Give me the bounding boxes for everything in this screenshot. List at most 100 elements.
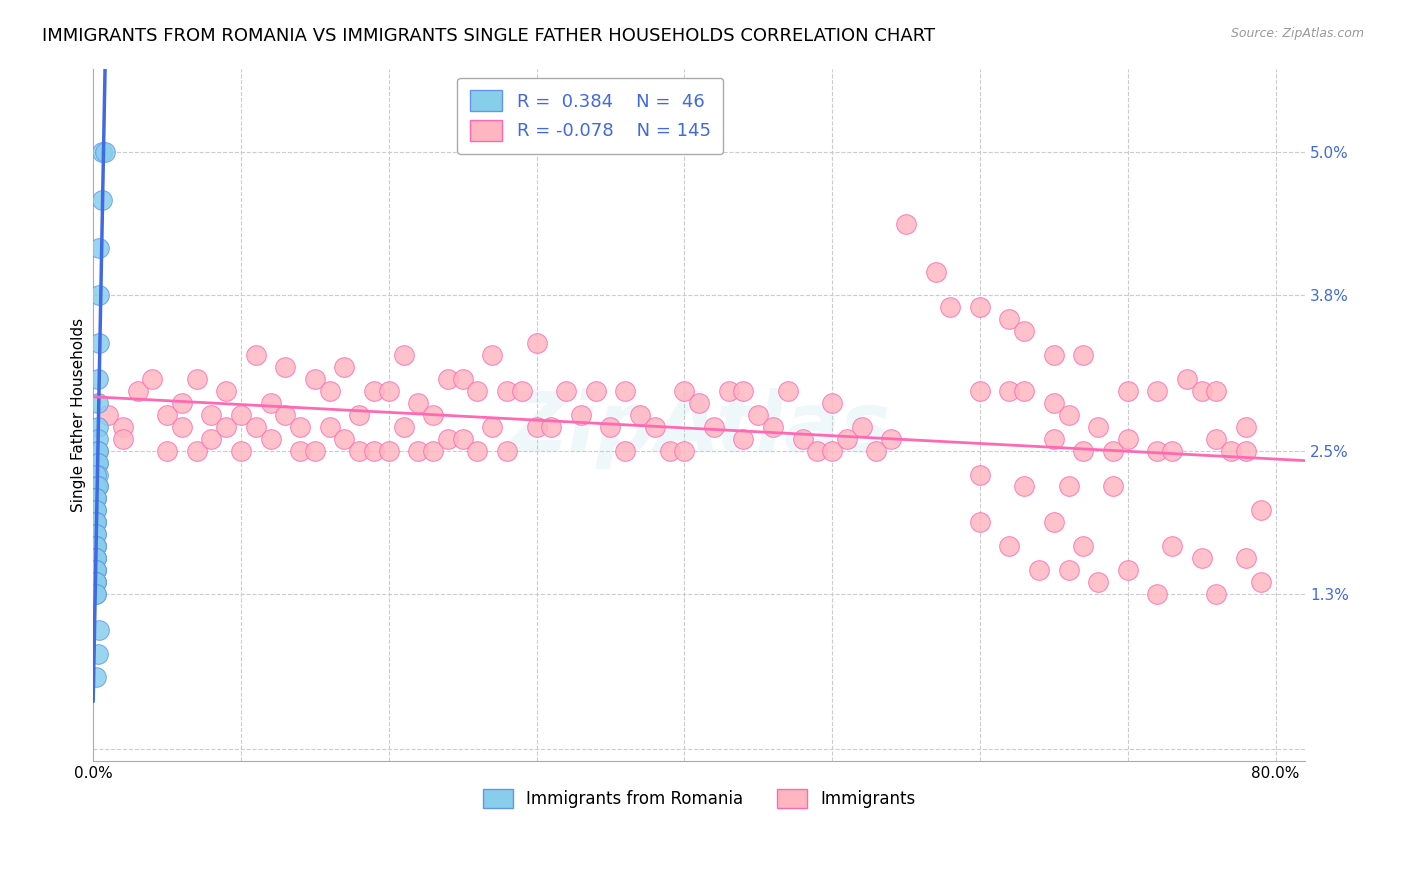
Point: [1102, 479, 1125, 493]
Point: [1191, 384, 1213, 398]
Point: [1043, 396, 1066, 410]
Point: [1073, 539, 1095, 553]
Point: [170, 396, 193, 410]
Point: [84, 563, 107, 577]
Point: [200, 432, 222, 446]
Point: [274, 408, 297, 422]
Point: [304, 443, 326, 458]
Point: [84, 574, 107, 589]
Point: [747, 408, 769, 422]
Point: [408, 396, 430, 410]
Point: [894, 217, 917, 231]
Point: [851, 419, 873, 434]
Point: [86, 647, 108, 661]
Point: [1057, 479, 1080, 493]
Point: [1057, 408, 1080, 422]
Point: [84, 515, 107, 529]
Point: [1014, 324, 1036, 338]
Point: [585, 384, 607, 398]
Y-axis label: Single Father Households: Single Father Households: [72, 318, 86, 512]
Point: [733, 432, 755, 446]
Point: [688, 396, 710, 410]
Point: [87, 288, 110, 302]
Point: [318, 419, 340, 434]
Point: [1116, 563, 1139, 577]
Point: [496, 443, 519, 458]
Point: [1043, 348, 1066, 362]
Point: [392, 419, 415, 434]
Point: [1205, 587, 1227, 601]
Point: [215, 419, 238, 434]
Point: [717, 384, 740, 398]
Point: [526, 419, 548, 434]
Point: [451, 372, 474, 386]
Point: [347, 443, 370, 458]
Point: [969, 515, 991, 529]
Point: [1234, 443, 1257, 458]
Point: [111, 419, 134, 434]
Point: [84, 587, 107, 601]
Point: [422, 408, 444, 422]
Point: [86, 467, 108, 482]
Point: [156, 443, 179, 458]
Point: [467, 384, 489, 398]
Point: [1087, 574, 1109, 589]
Point: [408, 443, 430, 458]
Point: [1205, 384, 1227, 398]
Point: [1250, 574, 1272, 589]
Point: [998, 384, 1021, 398]
Point: [658, 443, 681, 458]
Text: IMMIGRANTS FROM ROMANIA VS IMMIGRANTS SINGLE FATHER HOUSEHOLDS CORRELATION CHART: IMMIGRANTS FROM ROMANIA VS IMMIGRANTS SI…: [42, 27, 935, 45]
Point: [1043, 515, 1066, 529]
Point: [422, 443, 444, 458]
Point: [378, 443, 401, 458]
Point: [84, 563, 107, 577]
Point: [1014, 479, 1036, 493]
Point: [200, 408, 222, 422]
Point: [86, 372, 108, 386]
Point: [1146, 384, 1168, 398]
Point: [1220, 443, 1243, 458]
Point: [644, 419, 666, 434]
Point: [1014, 384, 1036, 398]
Point: [86, 419, 108, 434]
Point: [821, 396, 844, 410]
Point: [84, 503, 107, 517]
Point: [127, 384, 149, 398]
Point: [673, 384, 696, 398]
Point: [865, 443, 887, 458]
Point: [84, 539, 107, 553]
Point: [998, 312, 1021, 326]
Point: [614, 443, 637, 458]
Point: [87, 623, 110, 637]
Point: [924, 264, 946, 278]
Point: [274, 359, 297, 374]
Point: [437, 432, 460, 446]
Point: [245, 419, 267, 434]
Point: [84, 515, 107, 529]
Point: [84, 574, 107, 589]
Point: [451, 432, 474, 446]
Point: [481, 419, 503, 434]
Point: [1234, 551, 1257, 566]
Point: [259, 396, 281, 410]
Point: [97, 408, 120, 422]
Point: [540, 419, 562, 434]
Point: [229, 443, 252, 458]
Point: [84, 563, 107, 577]
Point: [229, 408, 252, 422]
Point: [1205, 432, 1227, 446]
Point: [288, 419, 311, 434]
Point: [186, 372, 208, 386]
Point: [347, 408, 370, 422]
Point: [792, 432, 814, 446]
Point: [87, 241, 110, 255]
Point: [86, 443, 108, 458]
Point: [86, 479, 108, 493]
Point: [526, 336, 548, 351]
Point: [1175, 372, 1198, 386]
Point: [84, 539, 107, 553]
Point: [215, 384, 238, 398]
Point: [1043, 432, 1066, 446]
Point: [614, 384, 637, 398]
